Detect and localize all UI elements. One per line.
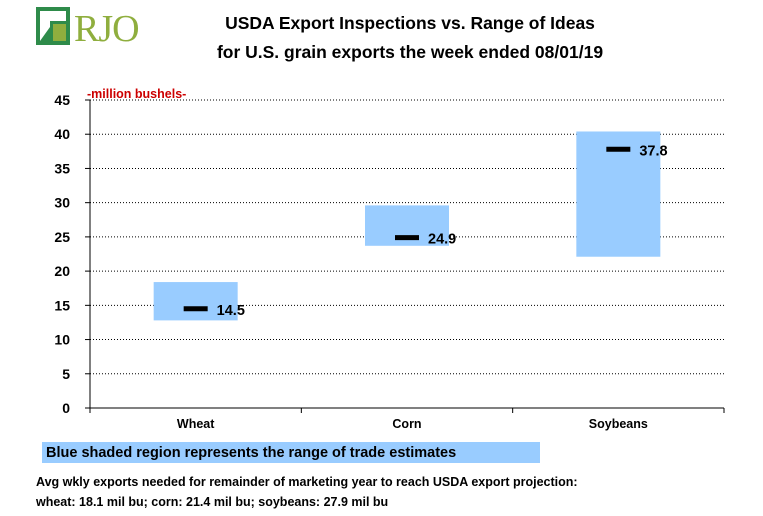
y-tick-label: 30: [54, 195, 70, 211]
chart-title: USDA Export Inspections vs. Range of Ide…: [225, 13, 595, 33]
range-bars: [153, 131, 661, 321]
range-bar: [576, 131, 661, 257]
y-tick-label: 5: [62, 366, 70, 382]
y-ticks: 0 5 10 15 20 25 30 35 40 45: [54, 92, 90, 416]
x-tick-label: Wheat: [177, 417, 215, 431]
legend-swatch: [42, 442, 540, 463]
y-tick-label: 20: [54, 263, 70, 279]
x-tick-label: Corn: [392, 417, 421, 431]
range-bar: [153, 282, 238, 321]
rjo-logo-mark: [36, 7, 70, 45]
y-tick-label: 15: [54, 297, 70, 313]
footnote-line-2: wheat: 18.1 mil bu; corn: 21.4 mil bu; s…: [36, 495, 389, 509]
actual-markers: 14.5 24.9 37.8: [183, 143, 668, 319]
legend-text: Blue shaded region represents the range …: [46, 445, 457, 461]
data-label: 37.8: [639, 143, 667, 159]
chart-subtitle: for U.S. grain exports the week ended 08…: [216, 42, 604, 62]
y-tick-label: 10: [54, 332, 70, 348]
footnote-line-1: Avg wkly exports needed for remainder of…: [36, 475, 578, 489]
y-tick-label: 35: [54, 160, 70, 176]
y-tick-label: 40: [54, 126, 70, 142]
axes: [89, 100, 724, 409]
y-tick-label: 0: [62, 400, 70, 416]
rjo-logo: RJO: [36, 7, 140, 51]
unit-label: -million bushels-: [87, 87, 186, 101]
x-ticks: Wheat Corn Soybeans: [89, 408, 725, 431]
y-tick-label: 25: [54, 229, 70, 245]
y-tick-label: 45: [54, 92, 70, 108]
rjo-logo-text: RJO: [74, 8, 140, 50]
data-label: 24.9: [428, 232, 456, 248]
x-tick-label: Soybeans: [589, 417, 648, 431]
data-label: 14.5: [217, 303, 245, 319]
